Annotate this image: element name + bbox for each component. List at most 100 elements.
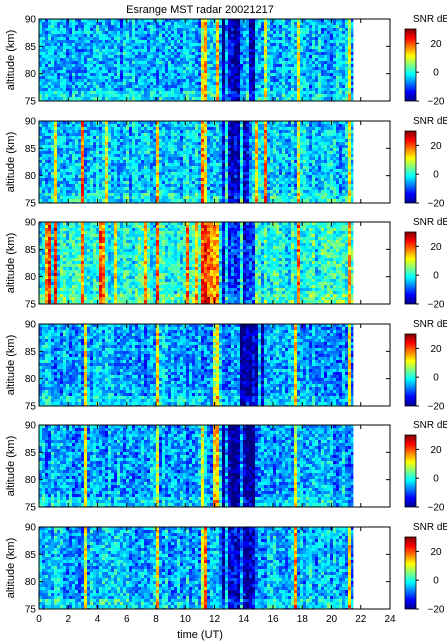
heatmap-cell	[252, 85, 255, 88]
heatmap-cell	[246, 187, 249, 190]
heatmap-cell	[57, 58, 60, 61]
heatmap-cell	[168, 139, 171, 142]
heatmap-cell	[348, 49, 351, 52]
heatmap-cell	[120, 172, 123, 175]
heatmap-cell	[147, 172, 150, 175]
heatmap-cell	[237, 55, 240, 58]
heatmap-cell	[156, 133, 159, 136]
heatmap-cell	[189, 145, 192, 148]
heatmap-cell	[132, 79, 135, 82]
heatmap-cell	[102, 28, 105, 31]
heatmap-cell	[81, 73, 84, 76]
heatmap-cell	[51, 121, 54, 124]
heatmap-cell	[132, 88, 135, 91]
heatmap-cell	[225, 121, 228, 124]
heatmap-cell	[153, 67, 156, 70]
heatmap-cell	[129, 190, 132, 193]
heatmap-cell	[342, 49, 345, 52]
heatmap-cell	[102, 163, 105, 166]
heatmap-cell	[153, 157, 156, 160]
heatmap-cell	[228, 67, 231, 70]
heatmap-cell	[144, 124, 147, 127]
heatmap-cell	[222, 46, 225, 49]
heatmap-cell	[60, 175, 63, 178]
heatmap-cell	[132, 160, 135, 163]
heatmap-cell	[210, 169, 213, 172]
heatmap-cell	[147, 49, 150, 52]
heatmap-cell	[237, 31, 240, 34]
heatmap-cell	[201, 25, 204, 28]
heatmap-cell	[333, 49, 336, 52]
heatmap-cell	[228, 22, 231, 25]
heatmap-cell	[324, 58, 327, 61]
heatmap-cell	[105, 82, 108, 85]
heatmap-cell	[234, 190, 237, 193]
heatmap-cell	[321, 67, 324, 70]
heatmap-cell	[153, 82, 156, 85]
heatmap-cell	[129, 145, 132, 148]
heatmap-cell	[114, 76, 117, 79]
heatmap-cell	[174, 160, 177, 163]
heatmap-cell	[75, 73, 78, 76]
heatmap-cell	[306, 79, 309, 82]
heatmap-cell	[51, 28, 54, 31]
heatmap-cell	[93, 40, 96, 43]
heatmap-cell	[48, 160, 51, 163]
heatmap-cell	[264, 79, 267, 82]
heatmap-cell	[150, 181, 153, 184]
heatmap-cell	[117, 40, 120, 43]
heatmap-cell	[102, 43, 105, 46]
heatmap-cell	[165, 73, 168, 76]
heatmap-cell	[93, 31, 96, 34]
heatmap-cell	[300, 79, 303, 82]
heatmap-cell	[105, 31, 108, 34]
heatmap-cell	[231, 154, 234, 157]
heatmap-cell	[87, 52, 90, 55]
heatmap-cell	[66, 46, 69, 49]
heatmap-cell	[93, 46, 96, 49]
heatmap-cell	[267, 46, 270, 49]
heatmap-cell	[318, 34, 321, 37]
heatmap-cell	[57, 49, 60, 52]
heatmap-cell	[189, 22, 192, 25]
heatmap-cell	[78, 37, 81, 40]
heatmap-cell	[102, 187, 105, 190]
heatmap-cell	[255, 88, 258, 91]
heatmap-cell	[348, 46, 351, 49]
heatmap-cell	[156, 25, 159, 28]
heatmap-cell	[129, 187, 132, 190]
heatmap-cell	[243, 154, 246, 157]
heatmap-cell	[186, 76, 189, 79]
heatmap-cell	[183, 61, 186, 64]
heatmap-cell	[54, 148, 57, 151]
heatmap-cell	[180, 148, 183, 151]
heatmap-cell	[129, 94, 132, 97]
heatmap-cell	[207, 37, 210, 40]
heatmap-cell	[195, 43, 198, 46]
heatmap-cell	[258, 22, 261, 25]
heatmap-cell	[120, 79, 123, 82]
heatmap-cell	[84, 73, 87, 76]
heatmap-cell	[216, 178, 219, 181]
heatmap-cell	[159, 76, 162, 79]
heatmap-cell	[249, 22, 252, 25]
heatmap-cell	[51, 61, 54, 64]
heatmap-cell	[231, 49, 234, 52]
heatmap-cell	[201, 148, 204, 151]
heatmap-cell	[267, 85, 270, 88]
heatmap-cell	[138, 136, 141, 139]
heatmap-cell	[138, 97, 141, 100]
heatmap-cell	[75, 172, 78, 175]
heatmap-cell	[204, 40, 207, 43]
heatmap-cell	[282, 79, 285, 82]
heatmap-cell	[243, 25, 246, 28]
heatmap-cell	[213, 76, 216, 79]
heatmap-cell	[96, 184, 99, 187]
heatmap-cell	[315, 55, 318, 58]
heatmap-cell	[156, 136, 159, 139]
heatmap-cell	[171, 31, 174, 34]
heatmap-cell	[75, 187, 78, 190]
heatmap-cell	[159, 31, 162, 34]
heatmap-cell	[96, 61, 99, 64]
heatmap-cell	[168, 46, 171, 49]
